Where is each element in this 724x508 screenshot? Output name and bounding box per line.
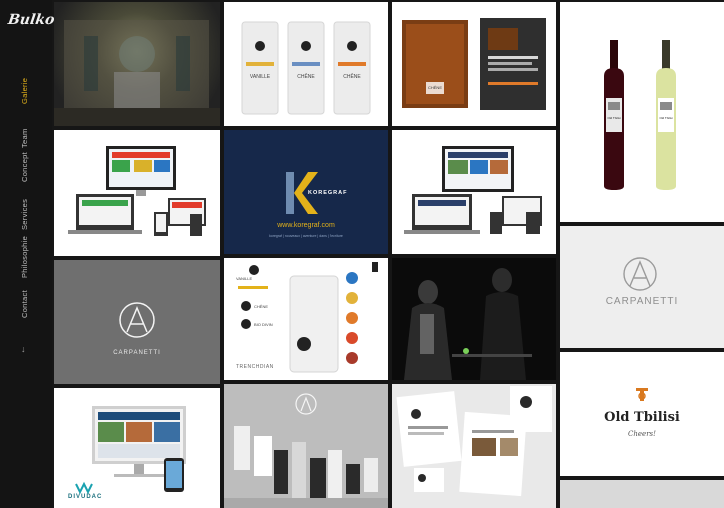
gallery-item-trio-coffee[interactable]: VANILLE CHÊNE BIO DIVIN TRENCHDIAN — [224, 258, 388, 380]
website-mockup-image — [68, 146, 206, 236]
trio-label-1: VANILLE — [236, 276, 253, 281]
arrow-down-icon[interactable]: ↓ — [21, 344, 26, 354]
print-collateral-image — [396, 386, 552, 497]
gallery-item-print-collateral[interactable] — [392, 384, 556, 508]
brochure-title: CHÊNE — [427, 85, 442, 90]
coffee-bag-text-3: CHÊNE — [343, 74, 361, 80]
nav-item-philosophie[interactable]: Philosophie — [20, 235, 29, 278]
dark-couple-photo — [404, 268, 532, 380]
coffee-bag-text-1: VANILLE — [249, 74, 271, 80]
divudac-brand: DIVUDAC — [68, 494, 103, 500]
gallery-item-carpanetti-logo-grey[interactable]: CARPANETTI — [54, 260, 220, 384]
nav-item-services[interactable]: Services — [20, 198, 29, 230]
gallery-item-partial[interactable] — [560, 480, 724, 508]
koregraf-logo-icon — [286, 172, 318, 214]
side-nav: Galerie Team Concept Services Philosophi… — [20, 56, 34, 318]
gallery-item-koregraf[interactable]: KOREGRAF www.koregraf.com koregraf | nou… — [224, 130, 388, 254]
carpanetti-monogram-icon — [119, 302, 155, 338]
gallery-item-bordeaux-brochure[interactable]: CHÊNE — [392, 2, 556, 126]
gallery-item-divudac[interactable]: DIVUDAC — [54, 388, 220, 508]
koregraf-tagline: koregraf | nouveaux | aventure | dans | … — [269, 234, 343, 238]
wine-bottles-image — [604, 40, 676, 190]
carpanetti-name-grey: CARPANETTI — [113, 350, 161, 356]
gallery-item-dark-couple[interactable] — [392, 258, 556, 380]
trio-label-3: BIO DIVIN — [254, 322, 273, 327]
old-tbilisi-tagline: Cheers! — [628, 430, 656, 438]
sidebar: Bulko Galerie Team Concept Services Phil… — [0, 0, 55, 508]
brand-logo[interactable]: Bulko — [6, 12, 56, 28]
gallery-item-baroque-interior[interactable] — [54, 2, 220, 126]
website-mockup-2-image — [404, 146, 542, 234]
trio-coffee-image — [238, 262, 378, 373]
cosmetics-image — [224, 393, 388, 508]
nav-item-contact[interactable]: Contact — [20, 290, 29, 318]
carpanetti-name-light: CARPANETTI — [605, 296, 679, 307]
baroque-interior-image — [54, 20, 220, 126]
nav-item-team[interactable]: Team — [20, 128, 29, 148]
koregraf-brand: KOREGRAF — [308, 190, 348, 196]
brochure-image — [402, 18, 546, 110]
nav-item-galerie[interactable]: Galerie — [20, 77, 29, 104]
trio-label-2: CHÊNE — [254, 304, 269, 309]
gallery-item-old-tbilisi[interactable]: Old Tbilisi Cheers! — [560, 352, 724, 476]
divudac-mockup-image — [75, 406, 186, 495]
gallery-item-cosmetics[interactable]: A — [224, 384, 388, 508]
gallery-item-carpanetti-logo-light[interactable]: CARPANETTI — [560, 226, 724, 348]
carpanetti-light-monogram-icon — [623, 257, 657, 291]
gallery-item-website-mockup-2[interactable] — [392, 130, 556, 254]
old-tbilisi-name: Old Tbilisi — [604, 410, 680, 425]
gallery-item-wine-bottles[interactable]: Old Tbilisi Old Tbilisi — [560, 2, 724, 222]
wine-label-red: Old Tbilisi — [607, 116, 621, 120]
gallery-item-coffee-bags[interactable]: VANILLE CHÊNE CHÊNE — [224, 2, 388, 126]
coffee-bag-text-2: CHÊNE — [297, 74, 315, 80]
coffee-bags-image — [241, 21, 371, 115]
trio-footer: TRENCHDIAN — [236, 364, 274, 370]
koregraf-url: www.koregraf.com — [277, 222, 335, 229]
old-tbilisi-logo-icon — [636, 388, 648, 401]
cosmetics-badge: A — [303, 396, 307, 402]
nav-item-concept[interactable]: Concept — [20, 151, 29, 182]
wine-label-white: Old Tbilisi — [659, 116, 673, 120]
gallery-item-website-mockup-1[interactable] — [54, 130, 220, 256]
